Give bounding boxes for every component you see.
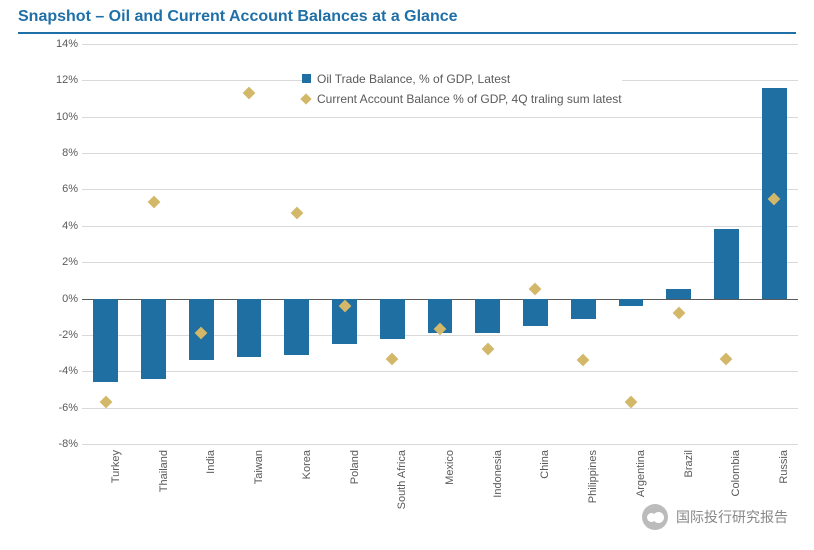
y-tick-label: 8% bbox=[38, 147, 78, 159]
gridline bbox=[82, 444, 798, 445]
x-axis-labels: Turkey Thailand India Taiwan Korea Poland Sout… bbox=[82, 450, 798, 550]
y-tick-label: 12% bbox=[38, 74, 78, 86]
marker bbox=[481, 343, 494, 356]
x-tick-label: Colombia bbox=[730, 450, 742, 496]
x-tick-label: Thailand bbox=[158, 450, 170, 492]
marker bbox=[147, 196, 160, 209]
x-tick-label: Argentina bbox=[635, 450, 647, 497]
y-tick-label: 2% bbox=[38, 256, 78, 268]
wechat-icon bbox=[642, 504, 668, 530]
watermark: 国际投行研究报告 bbox=[642, 504, 788, 530]
bar bbox=[237, 299, 262, 357]
plot-area: TurkeyThailandIndiaTaiwanKoreaPolandSout… bbox=[82, 44, 798, 444]
bar bbox=[475, 299, 500, 334]
y-tick-label: 0% bbox=[38, 293, 78, 305]
marker bbox=[386, 352, 399, 365]
bar bbox=[714, 229, 739, 298]
watermark-text: 国际投行研究报告 bbox=[676, 507, 788, 527]
bar bbox=[571, 299, 596, 319]
chart-title: Snapshot – Oil and Current Account Balan… bbox=[18, 8, 796, 34]
bar bbox=[523, 299, 548, 326]
y-axis: -8%-6%-4%-2%0%2%4%6%8%10%12%14% bbox=[38, 44, 82, 444]
marker bbox=[243, 87, 256, 100]
x-tick-label: Turkey bbox=[110, 450, 122, 483]
x-tick-label: Philippines bbox=[587, 450, 599, 503]
bar bbox=[380, 299, 405, 339]
y-tick-label: 6% bbox=[38, 183, 78, 195]
x-tick-label: Indonesia bbox=[492, 450, 504, 498]
chart-area: -8%-6%-4%-2%0%2%4%6%8%10%12%14% TurkeyTh… bbox=[38, 44, 798, 444]
marker bbox=[290, 207, 303, 220]
diamond-icon bbox=[300, 93, 311, 104]
y-tick-label: 10% bbox=[38, 111, 78, 123]
legend-item-bar: Oil Trade Balance, % of GDP, Latest bbox=[302, 72, 622, 88]
marker bbox=[672, 307, 685, 320]
marker bbox=[577, 354, 590, 367]
square-icon bbox=[302, 74, 311, 83]
x-tick-label: Taiwan bbox=[253, 450, 265, 484]
y-tick-label: 14% bbox=[38, 38, 78, 50]
y-tick-label: -4% bbox=[38, 365, 78, 377]
marker bbox=[625, 396, 638, 409]
x-tick-label: Russia bbox=[778, 450, 790, 484]
x-tick-label: Brazil bbox=[683, 450, 695, 478]
legend-label-marker: Current Account Balance % of GDP, 4Q tra… bbox=[317, 92, 622, 108]
x-tick-label: Poland bbox=[349, 450, 361, 484]
bar bbox=[284, 299, 309, 355]
x-tick-label: China bbox=[539, 450, 551, 479]
y-tick-label: -6% bbox=[38, 402, 78, 414]
x-tick-label: Mexico bbox=[444, 450, 456, 485]
y-tick-label: -2% bbox=[38, 329, 78, 341]
bar bbox=[666, 289, 691, 298]
bar bbox=[619, 299, 644, 306]
x-tick-label: India bbox=[205, 450, 217, 474]
marker bbox=[99, 396, 112, 409]
legend-item-marker: Current Account Balance % of GDP, 4Q tra… bbox=[302, 92, 622, 108]
bar bbox=[141, 299, 166, 379]
y-tick-label: 4% bbox=[38, 220, 78, 232]
x-tick-label: South Africa bbox=[396, 450, 408, 509]
marker bbox=[529, 283, 542, 296]
legend-label-bar: Oil Trade Balance, % of GDP, Latest bbox=[317, 72, 510, 88]
y-tick-label: -8% bbox=[38, 438, 78, 450]
bar bbox=[93, 299, 118, 383]
legend: Oil Trade Balance, % of GDP, Latest Curr… bbox=[302, 72, 622, 111]
marker bbox=[720, 352, 733, 365]
x-tick-label: Korea bbox=[301, 450, 313, 479]
